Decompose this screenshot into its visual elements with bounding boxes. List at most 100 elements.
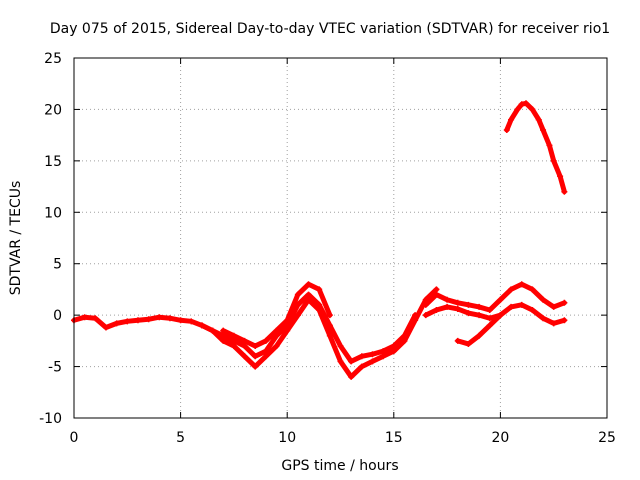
data-point	[220, 337, 227, 344]
data-point	[529, 307, 536, 313]
chart-title: Day 075 of 2015, Sidereal Day-to-day VTE…	[50, 21, 610, 37]
data-point	[540, 296, 547, 303]
data-point	[316, 286, 323, 293]
data-point	[518, 281, 525, 288]
data-point	[241, 337, 248, 344]
data-point	[476, 312, 483, 319]
data-point	[209, 327, 216, 334]
data-point	[241, 343, 248, 349]
data-point	[422, 312, 429, 319]
data-point	[348, 358, 355, 365]
series-track-d	[422, 281, 568, 313]
data-point	[348, 373, 355, 380]
data-point	[433, 291, 440, 298]
y-tick-label: -5	[48, 360, 62, 376]
data-point	[284, 327, 291, 334]
data-point	[358, 353, 365, 360]
data-point	[465, 310, 472, 317]
data-point	[550, 320, 557, 327]
data-point	[444, 296, 451, 303]
data-point	[412, 317, 419, 324]
data-point	[518, 301, 525, 308]
data-point	[337, 343, 344, 349]
data-point	[508, 303, 515, 310]
series-track-e	[422, 301, 568, 327]
data-point	[305, 281, 312, 288]
series-track-g	[503, 100, 568, 195]
x-tick-label: 10	[278, 430, 296, 446]
data-point	[92, 315, 99, 322]
data-point	[262, 353, 269, 360]
data-point	[124, 318, 131, 325]
data-point	[177, 317, 184, 324]
data-point	[134, 317, 141, 324]
data-point	[81, 314, 88, 321]
y-tick-label: 5	[53, 257, 62, 273]
data-point	[454, 337, 461, 344]
data-point	[401, 337, 408, 344]
x-tick-label: 20	[491, 430, 509, 446]
data-point	[380, 348, 387, 355]
y-tick-label: 25	[44, 51, 62, 67]
data-point	[230, 337, 237, 344]
data-point	[561, 299, 568, 306]
data-point	[433, 307, 440, 313]
data-point	[465, 340, 472, 347]
data-point	[166, 315, 173, 322]
data-point	[326, 332, 333, 339]
data-point	[102, 324, 109, 331]
data-point	[273, 343, 280, 349]
data-point	[369, 358, 376, 365]
x-tick-label: 0	[70, 430, 79, 446]
data-point	[198, 322, 205, 329]
y-tick-label: -10	[39, 411, 62, 427]
data-point	[486, 307, 493, 313]
data-point	[262, 337, 269, 344]
data-point	[465, 301, 472, 308]
series-track-b	[198, 286, 440, 380]
data-point	[294, 312, 301, 319]
data-point	[518, 101, 525, 108]
data-point	[546, 142, 553, 149]
data-point	[230, 332, 237, 339]
data-point	[540, 127, 547, 133]
data-point	[252, 363, 259, 370]
x-axis-label: GPS time / hours	[281, 458, 398, 474]
data-point	[284, 317, 291, 324]
x-tick-label: 25	[598, 430, 616, 446]
series-track-c	[220, 281, 333, 349]
series-line	[71, 292, 418, 364]
data-point	[113, 320, 120, 327]
data-point	[433, 286, 440, 293]
grid-lines	[74, 58, 607, 418]
data-point	[156, 314, 163, 321]
data-point	[145, 316, 152, 323]
data-point	[252, 343, 259, 349]
x-tick-label: 5	[176, 430, 185, 446]
data-point	[294, 291, 301, 298]
axis-ticks: 0 5 10 15 20 25 -10 -5 0 5 10 15 20 25	[39, 51, 616, 446]
series-line	[504, 100, 567, 195]
y-tick-label: 10	[44, 205, 62, 221]
data-point	[529, 286, 536, 293]
data-point	[241, 353, 248, 360]
data-point	[252, 353, 259, 360]
y-tick-label: 15	[44, 154, 62, 170]
data-point	[561, 188, 568, 195]
data-point	[486, 315, 493, 322]
y-tick-label: 20	[44, 102, 62, 118]
data-point	[535, 116, 542, 123]
data-point	[476, 332, 483, 339]
data-point	[305, 291, 312, 298]
data-point	[220, 327, 227, 334]
data-point	[316, 307, 323, 313]
data-point	[230, 343, 237, 349]
data-point	[508, 116, 515, 123]
data-point	[380, 353, 387, 360]
series-line	[455, 312, 503, 347]
data-point	[522, 100, 529, 107]
data-point	[497, 312, 504, 319]
data-point	[561, 317, 568, 324]
data-point	[529, 106, 536, 113]
